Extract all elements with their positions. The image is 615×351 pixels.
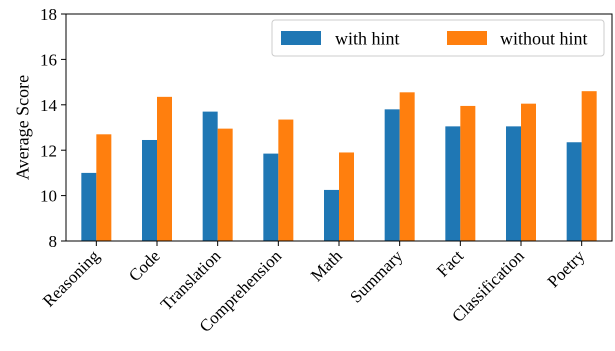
legend-swatch-with-hint — [281, 31, 321, 45]
bar-without-hint-math — [339, 152, 354, 241]
y-axis-title: Average Score — [12, 75, 32, 180]
bar-with-hint-translation — [202, 111, 218, 241]
x-tick-label: Code — [125, 246, 164, 285]
bar-without-hint-comprehension — [278, 119, 294, 241]
bar-without-hint-code — [157, 96, 172, 241]
bar-with-hint-poetry — [566, 142, 582, 241]
x-tick-label: Poetry — [544, 246, 589, 291]
bar-with-hint-fact — [445, 126, 461, 241]
bar-without-hint-reasoning — [96, 134, 112, 241]
x-tick-label: Summary — [346, 246, 407, 307]
legend-label-without-hint: without hint — [500, 28, 588, 48]
y-tick-label: 18 — [40, 5, 57, 24]
bar-with-hint-comprehension — [263, 153, 279, 241]
x-tick-label: Reasoning — [39, 246, 104, 311]
bar-without-hint-classification — [521, 103, 536, 241]
bar-with-hint-reasoning — [81, 172, 97, 241]
bar-without-hint-summary — [399, 92, 415, 241]
legend-label-with-hint: with hint — [335, 28, 400, 48]
legend-box — [271, 19, 605, 57]
y-tick-label: 16 — [40, 51, 57, 70]
x-tick-label: Fact — [433, 246, 467, 280]
plot-frame — [65, 13, 613, 242]
x-tick-label: Math — [307, 246, 346, 285]
bars — [81, 91, 597, 242]
bar-with-hint-code — [142, 139, 157, 241]
legend-swatch-without-hint — [447, 31, 487, 45]
bar-with-hint-summary — [384, 109, 400, 241]
bar-without-hint-poetry — [581, 91, 597, 242]
legend: with hint without hint — [271, 19, 605, 57]
y-tick-label: 14 — [40, 96, 58, 115]
y-tick-label: 10 — [40, 187, 57, 206]
bar-with-hint-classification — [506, 126, 521, 241]
bar-without-hint-translation — [217, 128, 233, 241]
y-axis-ticks: 8 10 12 14 16 18 — [40, 5, 66, 251]
bar-without-hint-fact — [460, 105, 476, 241]
y-tick-label: 8 — [49, 232, 58, 251]
y-tick-label: 12 — [40, 141, 57, 160]
bar-with-hint-math — [324, 189, 339, 241]
